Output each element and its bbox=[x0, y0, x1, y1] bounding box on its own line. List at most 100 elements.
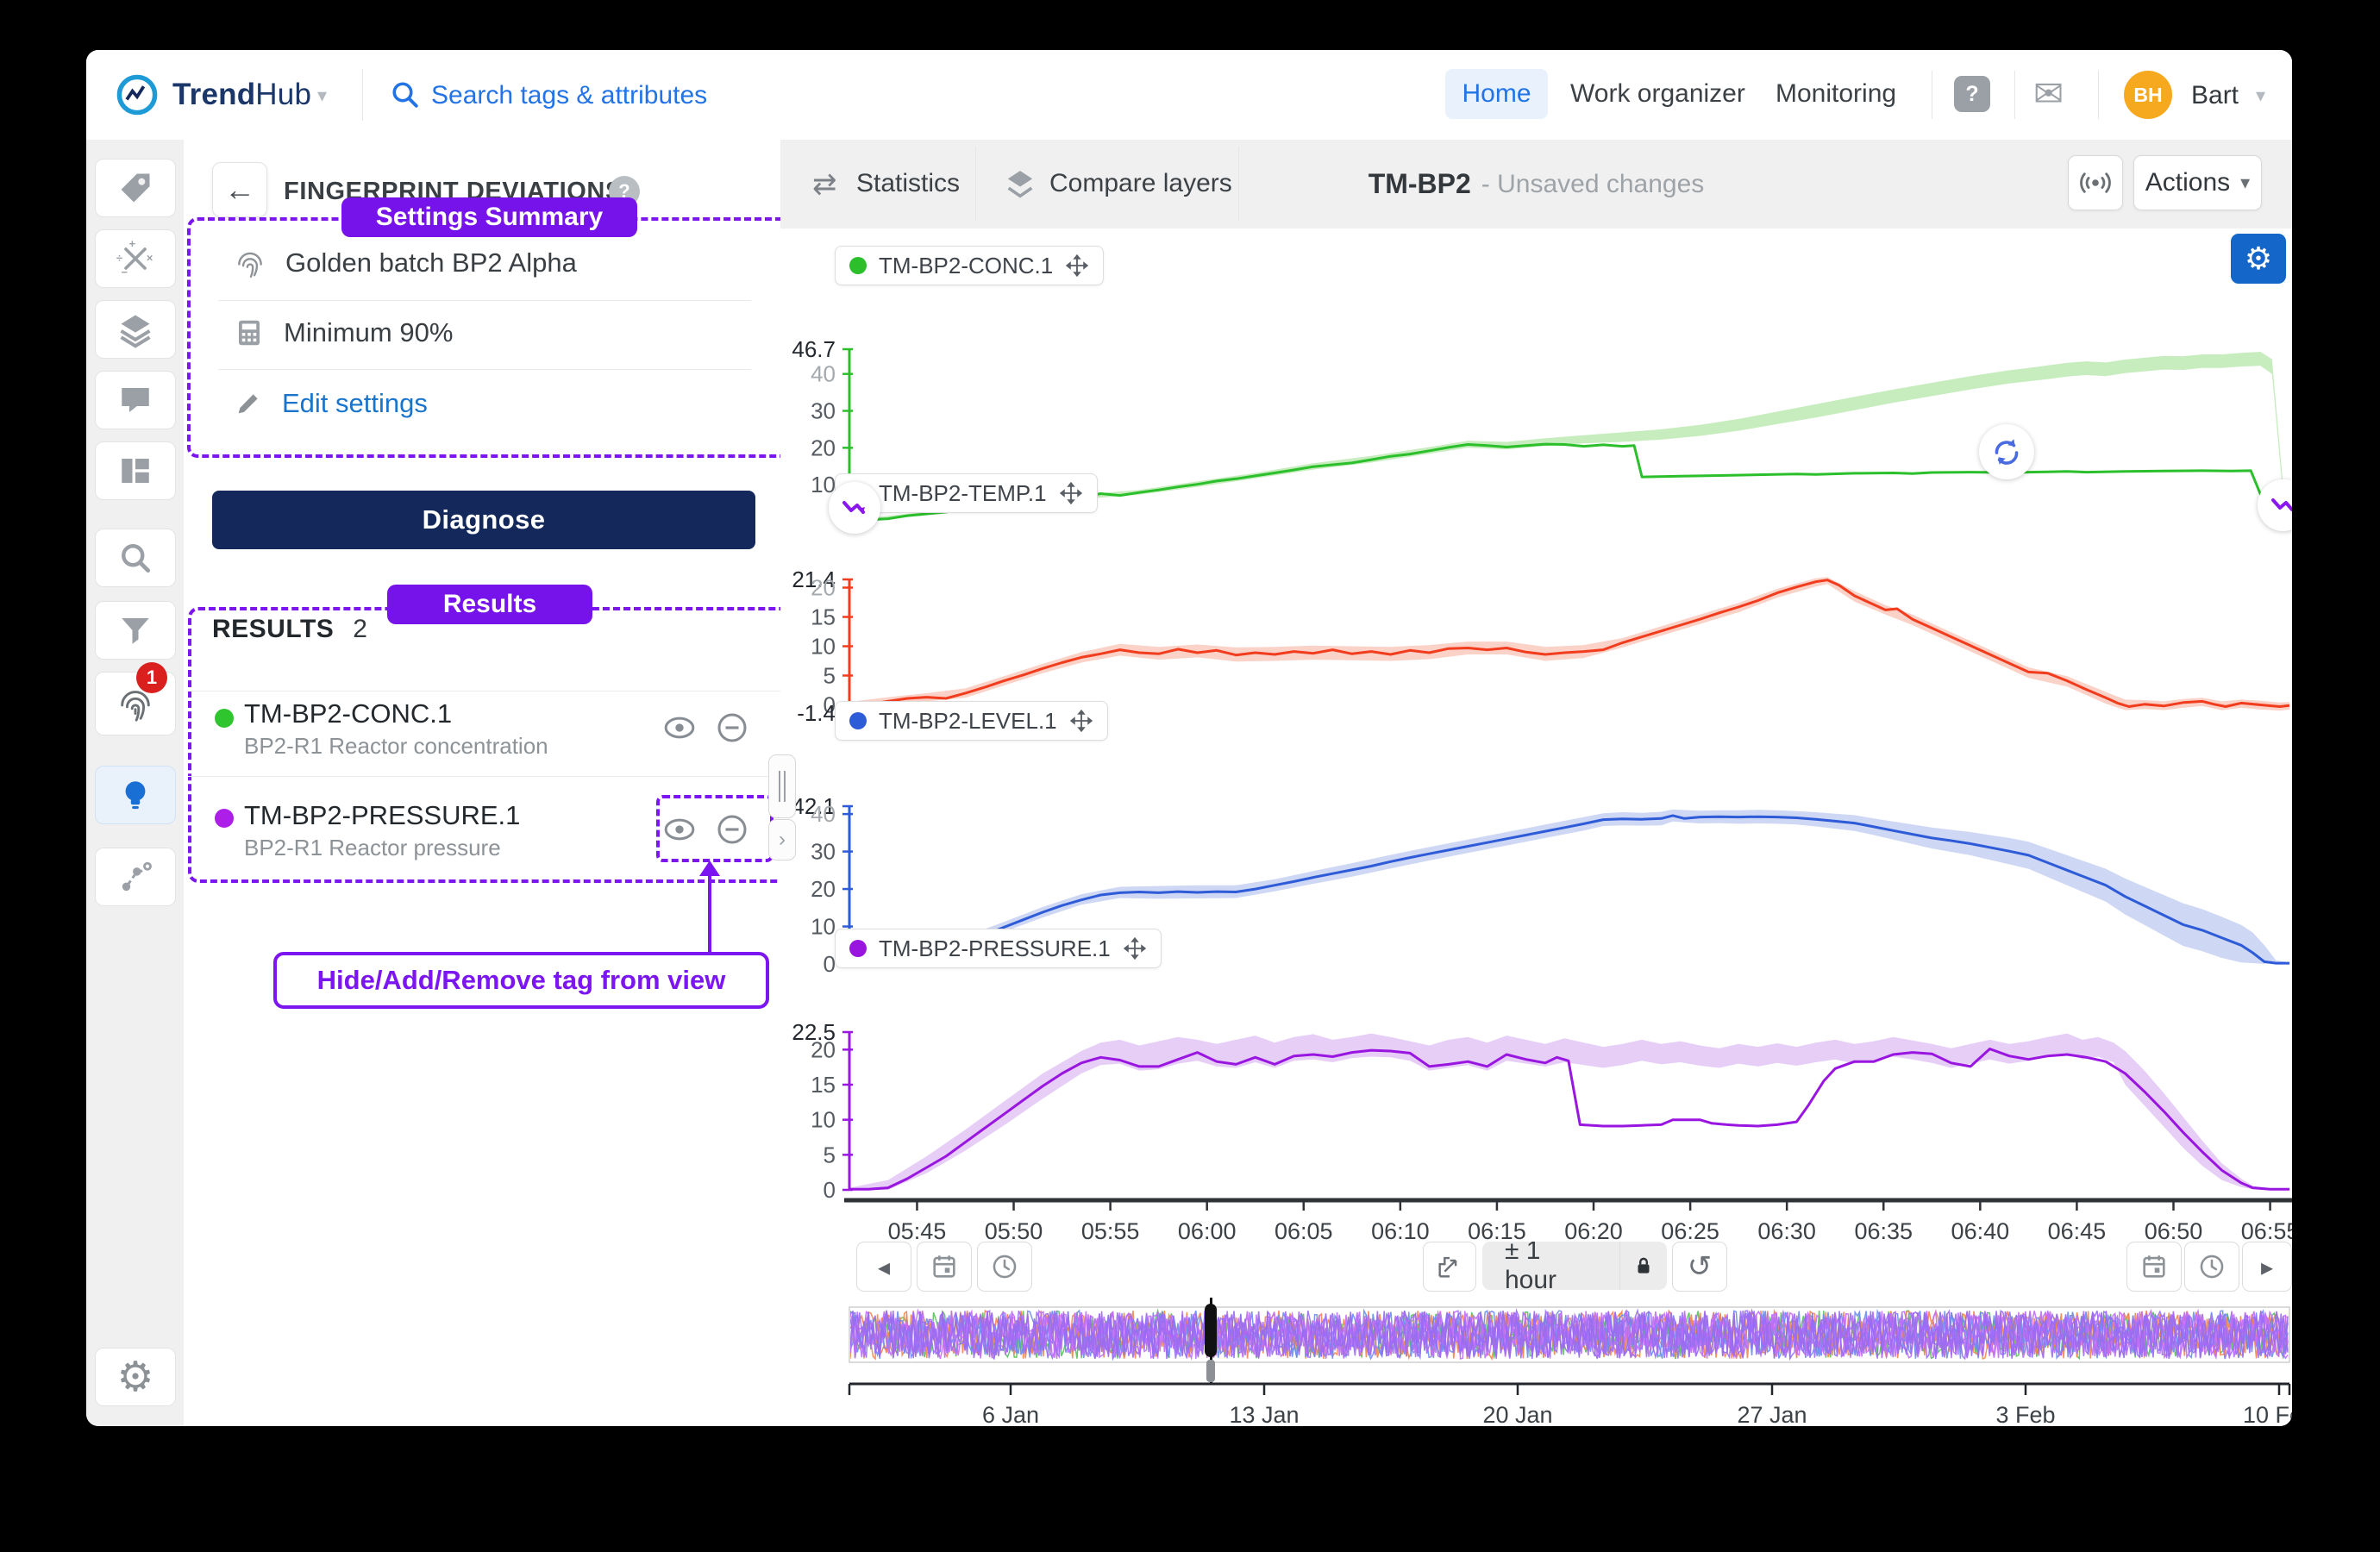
user-name[interactable]: Bart bbox=[2191, 81, 2239, 110]
x-tick-label: 06:10 bbox=[1371, 1218, 1430, 1244]
setting-fingerprint-row: Golden batch BP2 Alpha bbox=[234, 247, 577, 279]
time-end-button[interactable] bbox=[2184, 1242, 2239, 1292]
avatar[interactable]: BH bbox=[2124, 71, 2172, 119]
monitor-swap-left-button[interactable] bbox=[829, 482, 880, 534]
back-button[interactable]: ← bbox=[212, 162, 267, 217]
sidebar-item-settings[interactable]: ⚙ bbox=[95, 1348, 176, 1406]
calendar-icon bbox=[930, 1252, 959, 1281]
clock-icon bbox=[2197, 1252, 2227, 1281]
compare-layers-button[interactable]: Compare layers bbox=[1049, 169, 1232, 198]
legend-label: TM-BP2-CONC.1 bbox=[879, 253, 1053, 279]
y-tick-label: 10 bbox=[811, 914, 836, 940]
x-tick-label: 06:55 bbox=[2241, 1218, 2292, 1244]
timeline-label: 27 Jan bbox=[1737, 1402, 1807, 1426]
chevron-left-icon: ◂ bbox=[878, 1253, 890, 1281]
sidebar-item-layers[interactable] bbox=[95, 300, 176, 359]
nav-work-organizer[interactable]: Work organizer bbox=[1570, 79, 1745, 109]
move-icon[interactable] bbox=[1123, 936, 1147, 961]
interval-lock-button[interactable] bbox=[1619, 1242, 1667, 1290]
sidebar-item-comments[interactable] bbox=[95, 371, 176, 429]
x-tick-label: 06:20 bbox=[1564, 1218, 1623, 1244]
sidebar-item-dashboards[interactable] bbox=[95, 441, 176, 500]
nav-home[interactable]: Home bbox=[1445, 69, 1548, 119]
legend-pressure[interactable]: TM-BP2-PRESSURE.1 bbox=[835, 929, 1162, 968]
live-mode-button[interactable] bbox=[2068, 155, 2123, 210]
y-tick-label: 20 bbox=[811, 435, 836, 460]
y-tick-label: 40 bbox=[811, 801, 836, 827]
pencil-icon bbox=[234, 389, 263, 418]
move-icon[interactable] bbox=[1069, 709, 1093, 733]
history-button[interactable]: ↺ bbox=[1672, 1242, 1727, 1292]
context-marker[interactable] bbox=[1205, 1304, 1217, 1357]
remove-circle-icon[interactable] bbox=[715, 710, 749, 745]
sidebar-item-filter[interactable] bbox=[95, 601, 176, 660]
diagnose-button[interactable]: Diagnose bbox=[212, 491, 755, 549]
mail-icon[interactable]: ✉ bbox=[2033, 72, 2064, 115]
setting-threshold-value: Minimum 90% bbox=[284, 317, 453, 348]
x-tick-label: 05:55 bbox=[1081, 1218, 1140, 1244]
divider bbox=[975, 147, 976, 222]
statistics-button[interactable]: Statistics bbox=[856, 169, 960, 198]
legend-label: TM-BP2-LEVEL.1 bbox=[879, 708, 1057, 735]
x-tick-label: 06:35 bbox=[1854, 1218, 1913, 1244]
y-tick-label: 5 bbox=[824, 662, 836, 688]
edit-settings-link[interactable]: Edit settings bbox=[282, 388, 428, 419]
panel-resize-handle[interactable] bbox=[768, 754, 796, 818]
actions-button[interactable]: Actions ▾ bbox=[2133, 155, 2262, 210]
statistics-icon: ⇄ bbox=[812, 167, 837, 202]
annotation-settings-summary: Settings Summary bbox=[341, 197, 637, 237]
eye-icon[interactable] bbox=[662, 714, 697, 742]
y-tick-label: 30 bbox=[811, 398, 836, 424]
svg-text:÷: ÷ bbox=[116, 252, 122, 265]
sidebar-item-tags[interactable] bbox=[95, 159, 176, 217]
divider bbox=[1238, 147, 1239, 222]
results-count: 2 bbox=[353, 615, 367, 643]
annotation-arrow-line bbox=[708, 874, 711, 952]
sidebar-item-search[interactable] bbox=[95, 529, 176, 587]
search-input[interactable]: Search tags & attributes bbox=[431, 81, 707, 110]
refresh-button[interactable] bbox=[1979, 424, 2034, 479]
edit-settings-row[interactable]: Edit settings bbox=[234, 388, 428, 419]
top-bar: TrendHub ▾ Search tags & attributes Home… bbox=[86, 50, 2292, 141]
trend-zigzag-icon bbox=[840, 493, 869, 523]
move-icon[interactable] bbox=[1059, 481, 1083, 505]
chart-settings-button[interactable]: ⚙ bbox=[2231, 234, 2286, 284]
legend-level[interactable]: TM-BP2-LEVEL.1 bbox=[835, 701, 1108, 741]
time-start-button[interactable] bbox=[977, 1242, 1032, 1292]
help-icon[interactable]: ? bbox=[1954, 76, 1990, 112]
calendar-start-button[interactable] bbox=[917, 1242, 972, 1292]
view-name: TM-BP2 bbox=[1368, 168, 1471, 200]
panel-collapse-chevron[interactable]: › bbox=[768, 819, 796, 860]
nav-monitoring[interactable]: Monitoring bbox=[1776, 79, 1896, 109]
legend-color-dot bbox=[849, 940, 867, 957]
timeline-label: 3 Feb bbox=[1995, 1402, 2055, 1426]
brand-chevron-down-icon[interactable]: ▾ bbox=[317, 84, 327, 107]
context-marker-handle[interactable] bbox=[1206, 1360, 1215, 1382]
history-icon: ↺ bbox=[1688, 1249, 1713, 1284]
y-tick-label: 15 bbox=[811, 1072, 836, 1098]
broadcast-icon bbox=[2079, 166, 2112, 199]
y-tick-label: 10 bbox=[811, 634, 836, 660]
y-tick-label: 10 bbox=[811, 1107, 836, 1133]
y-tick-label: -1.4 bbox=[797, 700, 836, 726]
user-chevron-down-icon[interactable]: ▾ bbox=[2256, 84, 2265, 107]
divider bbox=[218, 369, 751, 370]
chevron-down-icon: ▾ bbox=[2240, 172, 2250, 194]
pan-right-button[interactable]: ▸ bbox=[2242, 1242, 2292, 1292]
brand-name: TrendHub bbox=[172, 78, 311, 112]
stepped-trend-button[interactable] bbox=[1423, 1242, 1476, 1292]
legend-label: TM-BP2-TEMP.1 bbox=[879, 480, 1047, 507]
setting-threshold-row: Minimum 90% bbox=[234, 317, 453, 348]
series-color-dot bbox=[215, 809, 234, 828]
x-tick-label: 06:40 bbox=[1951, 1218, 2010, 1244]
lightbulb-icon bbox=[117, 777, 153, 813]
search-icon bbox=[390, 79, 421, 110]
sidebar-item-recommendations[interactable] bbox=[95, 766, 176, 824]
legend-conc[interactable]: TM-BP2-CONC.1 bbox=[835, 246, 1104, 285]
move-icon[interactable] bbox=[1065, 253, 1089, 278]
sidebar-item-context-graph[interactable] bbox=[95, 848, 176, 906]
calendar-end-button[interactable] bbox=[2126, 1242, 2182, 1292]
sidebar-item-formulas[interactable]: + ÷ − × bbox=[95, 229, 176, 288]
interval-value[interactable]: ± 1 hour bbox=[1482, 1242, 1619, 1290]
pan-left-button[interactable]: ◂ bbox=[856, 1242, 911, 1292]
